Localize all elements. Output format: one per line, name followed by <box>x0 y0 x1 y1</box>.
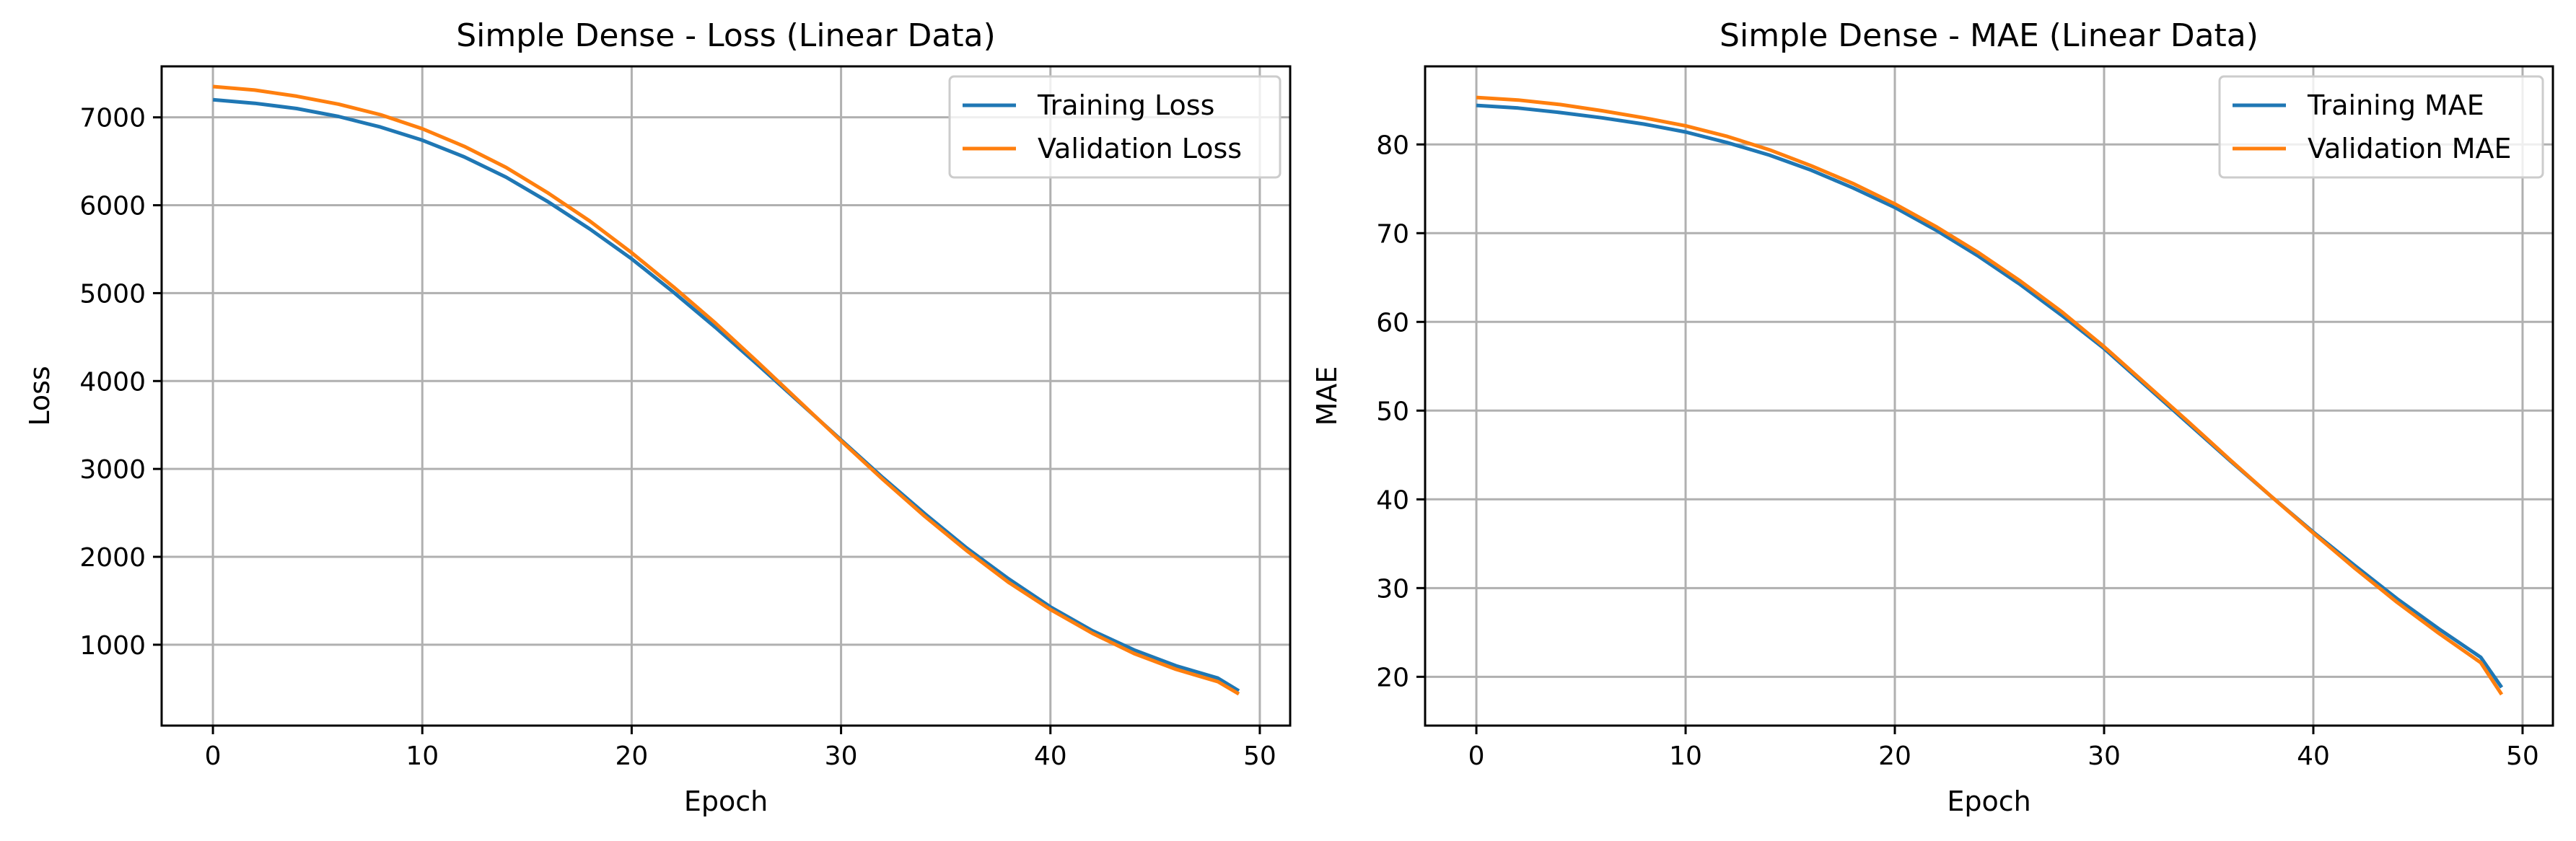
x-tick-label: 40 <box>1034 741 1067 771</box>
y-tick-label: 60 <box>1376 308 1409 338</box>
y-tick-label: 4000 <box>79 367 146 397</box>
y-tick-label: 5000 <box>79 279 146 309</box>
legend-label: Training Loss <box>1037 89 1214 121</box>
x-tick-label: 0 <box>1468 741 1485 771</box>
series-line-validation-loss <box>212 84 1240 696</box>
y-tick-label: 2000 <box>79 543 146 573</box>
x-axis-label: Epoch <box>1947 785 2030 817</box>
series-line-training-loss <box>212 97 1240 693</box>
y-tick-label: 3000 <box>79 455 146 485</box>
chart-panel-1: 0 10 20 30 40 50 20 30 40 50 60 70 80 Simple Dense - … <box>1311 17 2554 817</box>
x-tick-label: 50 <box>1243 741 1276 771</box>
x-tick-label: 30 <box>825 741 858 771</box>
y-tick-label: 6000 <box>79 192 146 221</box>
y-axis-label: Loss <box>24 366 56 426</box>
x-tick-label: 10 <box>406 741 439 771</box>
y-axis-label: MAE <box>1311 366 1343 426</box>
series-line-training-mae <box>1476 103 2504 689</box>
x-tick-label: 30 <box>2087 741 2121 771</box>
legend-label: Validation MAE <box>2308 133 2512 164</box>
y-tick-label: 7000 <box>79 104 146 133</box>
y-tick-label: 70 <box>1376 219 1409 249</box>
x-tick-label: 10 <box>1669 741 1702 771</box>
x-tick-label: 40 <box>2297 741 2330 771</box>
y-tick-label: 20 <box>1376 663 1409 692</box>
y-tick-label: 80 <box>1376 131 1409 160</box>
x-tick-label: 50 <box>2506 741 2539 771</box>
legend-box <box>948 75 1282 179</box>
y-tick-label: 50 <box>1376 397 1409 426</box>
legend-box <box>2218 75 2544 179</box>
series-line-validation-mae <box>1476 95 2504 696</box>
legend-label: Validation Loss <box>1038 133 1242 164</box>
legend-label: Training MAE <box>2307 89 2484 121</box>
x-axis-label: Epoch <box>684 785 768 817</box>
legend: Training MAE Validation MAE <box>2218 75 2544 179</box>
y-tick-label: 1000 <box>79 631 146 661</box>
plot-frame <box>1424 65 2554 727</box>
chart-title: Simple Dense - Loss (Linear Data) <box>456 17 996 54</box>
y-tick-label: 30 <box>1376 574 1409 604</box>
legend: Training Loss Validation Loss <box>948 75 1282 179</box>
x-tick-label: 0 <box>205 741 222 771</box>
chart-panel-0: 0 10 20 30 40 50 1000 2000 3000 4000 5000 6000 7000 S… <box>24 17 1292 817</box>
chart-title: Simple Dense - MAE (Linear Data) <box>1719 17 2259 54</box>
x-tick-label: 20 <box>1878 741 1911 771</box>
plot-frame <box>160 65 1292 727</box>
grid <box>1425 66 2553 726</box>
x-tick-label: 20 <box>615 741 649 771</box>
y-tick-label: 40 <box>1376 485 1409 515</box>
